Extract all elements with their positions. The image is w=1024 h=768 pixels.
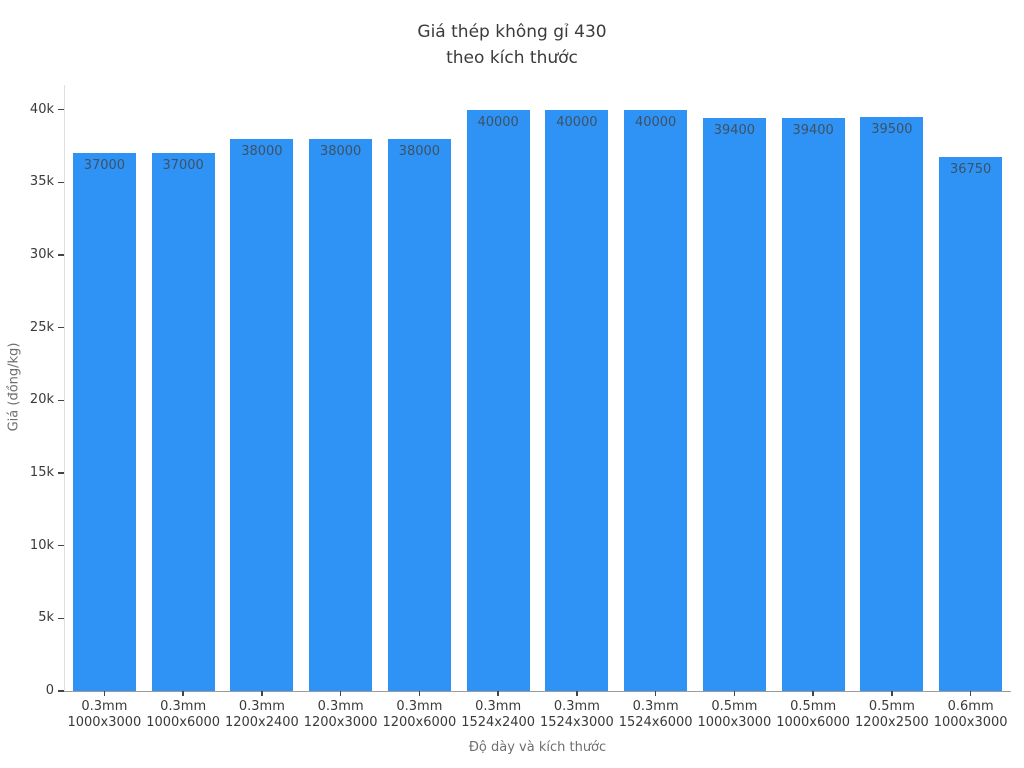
y-axis-tick [58,181,64,184]
bar [624,109,688,691]
x-tick-label-size: 1000x3000 [67,715,142,730]
x-tick-label-thickness: 0.3mm [238,699,285,714]
x-tick-label: 0.3mm 1200x6000 [354,699,484,731]
x-axis-line [64,691,1011,692]
x-tick-label-thickness: 0.5mm [711,699,758,714]
bar-value-label: 38000 [241,143,283,159]
x-tick-label-size: 1000x6000 [146,715,221,730]
bar [387,138,451,691]
bar-value-label: 40000 [556,114,598,130]
x-tick-label: 0.6mm 1000x3000 [906,699,1024,731]
x-tick-label-size: 1000x3000 [697,715,772,730]
y-tick-label: 35k [29,174,54,190]
x-axis-title: Độ dày và kích thước [468,740,607,755]
chart-title-line2: theo kích thước [446,48,578,68]
x-tick-label-size: 1200x3000 [303,715,378,730]
bar-value-label: 36750 [949,161,992,177]
bar-value-label: 39500 [871,121,913,137]
y-tick-label: 20k [29,392,54,408]
x-tick-label: 0.3mm 1524x3000 [512,699,642,731]
bar-value-label: 38000 [398,143,441,159]
x-tick-label-size: 1524x6000 [618,715,693,730]
x-axis-tick [969,691,972,696]
y-axis-tick [58,399,64,402]
y-tick-label: 5k [38,610,54,626]
bar [545,109,609,691]
y-tick-label: 15k [29,465,54,480]
x-tick-label-size: 1200x2400 [224,715,299,730]
bar [309,138,373,691]
bar-value-label: 39400 [713,123,756,139]
x-tick-label-size: 1524x2400 [461,715,536,730]
bar [939,156,1003,691]
x-axis-tick [576,691,578,696]
x-tick-label: 0.5mm 1200x2500 [827,699,957,731]
bar [466,109,530,691]
bar [860,116,924,691]
y-tick-label: 25k [29,319,54,335]
y-axis-tick [58,544,64,547]
y-tick-label: 10k [29,537,54,553]
x-axis-tick [418,691,421,696]
x-tick-label: 0.3mm 1200x2400 [197,699,327,731]
y-axis-tick [58,254,64,256]
x-tick-label: 0.3mm 1200x3000 [276,699,406,731]
y-axis-title: Giá (đồng/kg) [6,342,22,432]
x-tick-label-size: 1524x3000 [539,715,614,730]
x-axis-tick [339,691,342,696]
bar-value-label: 40000 [634,114,677,130]
x-axis-tick [733,691,736,696]
x-axis-tick [497,691,499,696]
bar [151,153,215,691]
bar [781,118,845,691]
bar-value-label: 38000 [319,143,362,159]
bar [702,118,766,691]
x-tick-label-thickness: 0.3mm [160,699,207,714]
bar [230,138,294,691]
x-tick-label: 0.3mm 1524x6000 [591,699,721,731]
x-tick-label-thickness: 0.5mm [868,699,915,714]
x-tick-label-size: 1200x2500 [854,715,929,730]
y-tick-label: 30k [29,247,54,263]
bar-value-label: 39400 [792,123,834,139]
x-tick-label-thickness: 0.3mm [632,699,679,714]
x-tick-label-thickness: 0.3mm [553,699,600,714]
bar-value-label: 37000 [83,158,126,174]
x-tick-label-size: 1200x6000 [382,715,457,730]
x-tick-label: 0.3mm 1000x3000 [39,699,169,731]
y-axis-line [64,85,65,691]
y-axis-tick [58,472,64,474]
x-axis-tick [891,691,893,696]
x-axis-tick [812,691,814,696]
chart-title: Giá thép không gỉ 430 theo kích thước [0,19,1024,71]
x-tick-label: 0.5mm 1000x3000 [669,699,799,731]
y-axis-tick [58,326,64,329]
x-axis-tick [654,691,657,696]
y-axis-tick [58,108,64,111]
x-axis-tick [182,691,184,696]
y-axis-tick [58,617,64,620]
x-tick-label-size: 1000x6000 [776,715,851,730]
x-tick-label: 0.3mm 1000x6000 [118,699,248,731]
x-tick-label-thickness: 0.3mm [317,699,364,714]
x-axis-tick [103,691,106,696]
y-axis-tick [58,690,64,692]
bar-value-label: 40000 [477,114,519,130]
x-tick-label-size: 1000x3000 [933,715,1008,730]
x-tick-label: 0.3mm 1524x2400 [433,699,563,731]
x-tick-label-thickness: 0.3mm [81,699,128,714]
x-tick-label-thickness: 0.5mm [790,699,837,714]
y-tick-label: 0 [45,683,54,698]
x-tick-label-thickness: 0.6mm [947,699,994,714]
x-tick-label: 0.5mm 1000x6000 [748,699,878,731]
x-axis-tick [261,691,263,696]
chart-title-line1: Giá thép không gỉ 430 [417,22,607,42]
x-tick-label-thickness: 0.3mm [475,699,522,714]
y-tick-label: 40k [29,101,54,117]
bar [72,153,136,691]
x-tick-label-thickness: 0.3mm [396,699,443,714]
bar-value-label: 37000 [162,158,204,174]
